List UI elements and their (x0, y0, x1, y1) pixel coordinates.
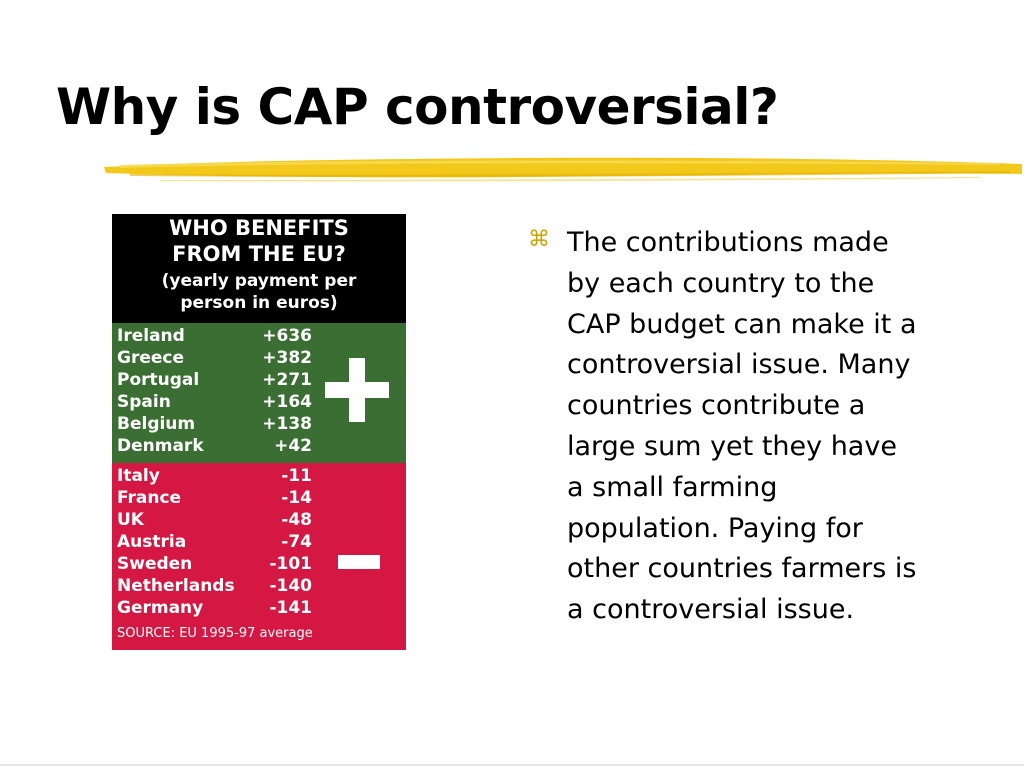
net-beneficiaries-panel: Ireland +636 Greece +382 Portugal +271 S… (112, 323, 406, 463)
infographic-header: WHO BENEFITS FROM THE EU? (yearly paymen… (112, 214, 406, 323)
country-name: Denmark (117, 436, 204, 456)
infographic-title-line2: FROM THE EU? (172, 242, 346, 266)
list-item: Sweden -101 (117, 553, 312, 575)
country-name: Greece (117, 348, 185, 368)
country-value: -141 (269, 598, 312, 618)
country-value: +636 (262, 326, 312, 346)
list-item: UK -48 (117, 509, 312, 531)
country-name: Germany (117, 598, 204, 618)
country-value: +42 (274, 436, 312, 456)
country-value: -14 (281, 488, 312, 508)
country-value: -74 (281, 532, 312, 552)
list-item: Belgium +138 (117, 413, 312, 435)
country-name: Netherlands (117, 576, 235, 596)
country-name: Ireland (117, 326, 185, 346)
country-value: -11 (281, 466, 312, 486)
minus-icon (338, 555, 380, 569)
list-item: Austria -74 (117, 531, 312, 553)
bullet-line: The contributions made (567, 227, 889, 258)
infographic-subtitle-line1: (yearly payment per (161, 271, 357, 291)
country-value: +271 (262, 370, 312, 390)
list-item: Greece +382 (117, 347, 312, 369)
bullet-line: controversial issue. Many (567, 349, 911, 381)
slide-bottom-rule (0, 764, 1024, 766)
country-value: -140 (269, 576, 312, 596)
slide-title: Why is CAP controversial? (56, 78, 779, 136)
country-value: +164 (262, 392, 312, 412)
country-name: Portugal (117, 370, 200, 390)
list-item: Germany -141 (117, 597, 312, 619)
country-value: -48 (281, 510, 312, 530)
bullet-line: countries contribute a (567, 390, 866, 422)
country-value: +382 (262, 348, 312, 368)
list-item: Portugal +271 (117, 369, 312, 391)
who-benefits-infographic: WHO BENEFITS FROM THE EU? (yearly paymen… (112, 214, 406, 650)
list-item: France -14 (117, 487, 312, 509)
infographic-title-line1: WHO BENEFITS (169, 216, 349, 240)
list-item: Spain +164 (117, 391, 312, 413)
country-value: -101 (269, 554, 312, 574)
command-key-bullet-icon: ⌘ (528, 227, 550, 252)
bullet-line: large sum yet they have (567, 430, 897, 462)
country-name: Belgium (117, 414, 196, 434)
list-item: Netherlands -140 (117, 575, 312, 597)
title-underline-brushstroke (104, 157, 1022, 182)
bullet-line: CAP budget can make it a (567, 308, 917, 340)
country-name: Sweden (117, 554, 193, 574)
country-name: France (117, 488, 182, 508)
plus-icon (325, 358, 389, 422)
infographic-subtitle-line2: person in euros) (180, 293, 338, 313)
country-name: Italy (117, 466, 160, 486)
country-name: Spain (117, 392, 171, 412)
list-item: Denmark +42 (117, 435, 312, 457)
net-contributors-panel: Italy -11 France -14 UK -48 Austria -74 … (112, 463, 406, 650)
list-item: Ireland +636 (117, 325, 312, 347)
bullet-line: a controversial issue. (567, 594, 855, 626)
country-name: Austria (117, 532, 187, 552)
bullet-line: by each country to the (567, 267, 875, 299)
list-item: Italy -11 (117, 465, 312, 487)
country-name: UK (117, 510, 144, 530)
country-value: +138 (262, 414, 312, 434)
infographic-source: SOURCE: EU 1995-97 average (117, 626, 313, 641)
bullet-line: a small farming (567, 471, 778, 503)
bullet-paragraph: The contributions made by each country t… (567, 223, 967, 631)
bullet-line: population. Paying for (567, 512, 863, 544)
bullet-line: other countries farmers is (567, 553, 917, 585)
